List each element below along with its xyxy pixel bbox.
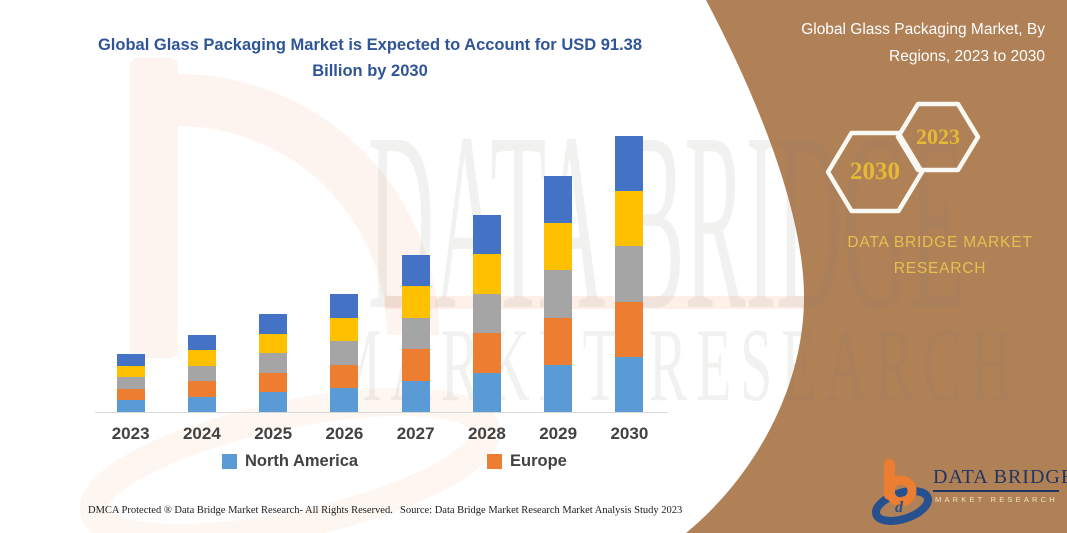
- bar-segment: [116, 365, 145, 378]
- chart-title: Global Glass Packaging Market is Expecte…: [97, 36, 643, 80]
- legend-swatch-europe: [487, 454, 502, 469]
- watermark-line1: DATA BRIDGE: [368, 81, 965, 363]
- footer-dmca-text: DMCA Protected ® Data Bridge Market Rese…: [88, 505, 393, 516]
- svg-text:d: d: [895, 499, 904, 516]
- bar-segment: [187, 381, 216, 397]
- hexagon-2023: [895, 101, 981, 173]
- x-axis-label: 2025: [254, 424, 293, 443]
- logo-wordmark: DATA BRIDGE: [933, 466, 1067, 488]
- x-axis-label: 2030: [610, 424, 649, 443]
- bar-segment: [401, 349, 430, 381]
- legend-label-north-america: North America: [245, 452, 359, 470]
- x-axis-label: 2024: [182, 424, 221, 443]
- brown-panel-shape: [686, 0, 1067, 533]
- bar-segment: [187, 365, 216, 382]
- watermark-line2: MARKET RESEARCH: [330, 307, 1021, 423]
- bar-segment: [544, 223, 573, 271]
- x-axis-label: 2028: [467, 424, 506, 443]
- legend-item-europe: Europe: [487, 452, 567, 471]
- bar-segment: [330, 388, 359, 412]
- bar-segment: [472, 372, 501, 412]
- hexagon-year-2030: 2030: [850, 158, 900, 185]
- x-axis-label: 2026: [325, 424, 364, 443]
- logo-underline: [933, 490, 1059, 492]
- panel-title: Global Glass Packaging Market, By Region…: [801, 21, 1045, 65]
- bar-segment: [401, 254, 430, 287]
- bar-segment: [472, 215, 501, 255]
- bar-segment: [116, 354, 145, 366]
- bar-segment: [472, 333, 501, 373]
- bar-segment: [401, 317, 430, 350]
- hexagon-badges: [825, 101, 981, 214]
- bar-segment: [544, 317, 573, 365]
- brand-name-text: DATA BRIDGE MARKET RESEARCH: [847, 234, 1033, 277]
- bar-segment: [615, 356, 644, 412]
- bar-segment: [615, 135, 644, 192]
- bar-segment: [330, 364, 359, 389]
- bar-segment: [615, 301, 644, 357]
- bar-segment: [259, 333, 288, 354]
- x-axis-label: 2029: [539, 424, 578, 443]
- bar-segment: [259, 353, 288, 373]
- x-axis-line: [95, 412, 668, 413]
- footer-source-text: Source: Data Bridge Market Research Mark…: [400, 505, 683, 516]
- bar-segment: [330, 341, 359, 365]
- x-axis-label: 2023: [111, 424, 150, 443]
- bar-segment: [615, 246, 644, 302]
- bar-segment: [116, 400, 145, 412]
- bar-segment: [401, 380, 430, 412]
- bar-segment: [615, 191, 644, 247]
- bar-segment: [259, 314, 288, 334]
- bar-segment: [544, 176, 573, 224]
- hexagon-year-2023: 2023: [916, 124, 960, 149]
- bar-segment: [330, 293, 359, 318]
- bar-segment: [544, 364, 573, 412]
- bar-segment: [472, 293, 501, 334]
- bar-segment: [259, 372, 288, 393]
- legend-label-europe: Europe: [510, 452, 567, 470]
- bar-segment: [544, 270, 573, 318]
- x-axis-label: 2027: [396, 424, 435, 443]
- data-bridge-logo-icon: d: [872, 459, 932, 525]
- logo-subtitle: MARKET RESEARCH: [935, 495, 1058, 504]
- bar-segment: [116, 388, 145, 401]
- hexagon-2030: [825, 130, 925, 214]
- bar-segment: [187, 350, 216, 366]
- bar-segment: [401, 286, 430, 318]
- bar-segment: [187, 396, 216, 412]
- bar-segment: [187, 334, 216, 351]
- watermark-text: DATA BRIDGE MARKET RESEARCH: [330, 81, 1021, 424]
- bar-segment: [472, 254, 501, 294]
- bar-segment: [330, 317, 359, 342]
- bar-segment: [116, 377, 145, 389]
- legend-swatch-north-america: [222, 454, 237, 469]
- bar-segment: [259, 392, 288, 412]
- legend-item-north-america: North America: [222, 452, 358, 471]
